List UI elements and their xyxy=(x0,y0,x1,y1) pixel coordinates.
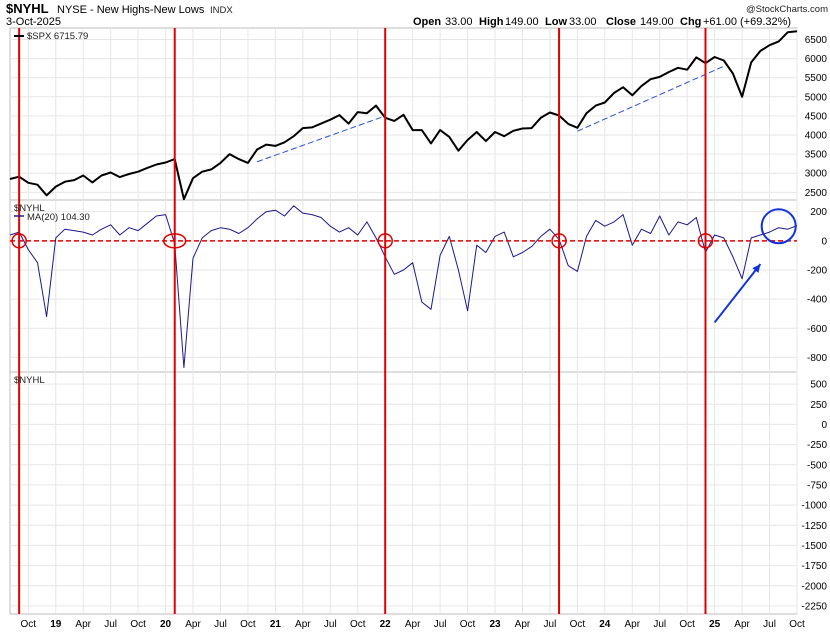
x-tick-label: 24 xyxy=(599,619,611,630)
x-axis: Oct 19 Apr Jul Oct 20 Apr Jul Oct 21 Apr Jul Oct 22 Ap… xyxy=(21,619,805,630)
x-tick-label: Jul xyxy=(434,619,447,630)
x-tick-label: Apr xyxy=(295,619,311,630)
spx-legend: $SPX 6715.79 xyxy=(27,31,88,42)
y-tick-label: -1000 xyxy=(801,501,827,512)
x-tick-label: Oct xyxy=(350,619,366,630)
bottom-legend-symbol: $NYHL xyxy=(14,375,45,386)
open-value: 33.00 xyxy=(445,16,473,28)
y-tick-label: 250 xyxy=(810,400,827,411)
chart-date: 3-Oct-2025 xyxy=(6,16,61,28)
x-tick-label: 20 xyxy=(160,619,172,630)
x-tick-label: Oct xyxy=(21,619,37,630)
chg-label: Chg xyxy=(680,16,701,28)
open-label: Open xyxy=(413,16,441,28)
x-tick-label: 23 xyxy=(489,619,501,630)
x-tick-label: Oct xyxy=(570,619,586,630)
arrow-shaft xyxy=(715,264,761,322)
x-tick-label: Apr xyxy=(515,619,531,630)
ma-legend: MA(20) 104.30 xyxy=(27,212,90,223)
y-tick-label: -1250 xyxy=(801,521,827,532)
y-tick-label: -200 xyxy=(807,265,827,276)
x-tick-label: Jul xyxy=(544,619,557,630)
y-tick-label: 4000 xyxy=(805,131,828,142)
x-tick-label: 22 xyxy=(380,619,392,630)
x-tick-label: Jul xyxy=(104,619,117,630)
x-tick-label: Apr xyxy=(185,619,201,630)
y-tick-label: -750 xyxy=(807,480,827,491)
highlight-circle xyxy=(762,209,796,243)
x-tick-label: Oct xyxy=(789,619,805,630)
nyhl-ma-line xyxy=(10,206,797,368)
x-tick-label: Oct xyxy=(679,619,695,630)
y-axis-ticks: 2500300035004000450050005500600065002000… xyxy=(801,35,827,612)
y-tick-label: 2500 xyxy=(805,188,828,199)
middle-panel-frame xyxy=(10,200,797,372)
y-tick-label: 3000 xyxy=(805,169,828,180)
y-tick-label: 0 xyxy=(821,420,827,431)
x-tick-label: Oct xyxy=(130,619,146,630)
y-tick-label: -400 xyxy=(807,295,827,306)
x-tick-label: 21 xyxy=(270,619,282,630)
chg-value: +61.00 (+69.32%) xyxy=(703,16,791,28)
y-tick-label: 5500 xyxy=(805,73,828,84)
bottom-panel-frame xyxy=(10,372,797,614)
y-tick-label: -500 xyxy=(807,460,827,471)
y-tick-label: -1500 xyxy=(801,541,827,552)
y-tick-label: -250 xyxy=(807,440,827,451)
x-tick-label: Apr xyxy=(734,619,750,630)
x-tick-label: Jul xyxy=(653,619,666,630)
close-label: Close xyxy=(606,16,636,28)
y-tick-label: -2000 xyxy=(801,581,827,592)
y-tick-label: 6000 xyxy=(805,54,828,65)
y-tick-label: -1750 xyxy=(801,561,827,572)
low-label: Low xyxy=(545,16,567,28)
close-value: 149.00 xyxy=(640,16,674,28)
x-tick-label: 19 xyxy=(50,619,62,630)
chart-symbol: $NYHL xyxy=(6,1,49,16)
trend-line xyxy=(577,66,723,131)
y-tick-label: 6500 xyxy=(805,35,828,46)
y-tick-label: 0 xyxy=(821,236,827,247)
x-tick-label: Oct xyxy=(240,619,256,630)
chart-name: NYSE - New Highs-New Lows xyxy=(57,4,205,16)
x-tick-label: Apr xyxy=(624,619,640,630)
y-tick-label: -600 xyxy=(807,324,827,335)
low-value: 33.00 xyxy=(569,16,597,28)
y-tick-label: 200 xyxy=(810,207,827,218)
y-tick-label: -800 xyxy=(807,353,827,364)
y-tick-label: 4500 xyxy=(805,111,828,122)
chart-exchange: INDX xyxy=(210,5,233,16)
x-tick-label: Jul xyxy=(763,619,776,630)
x-tick-label: Jul xyxy=(214,619,227,630)
y-tick-label: 5000 xyxy=(805,92,828,103)
spx-line xyxy=(10,31,797,199)
x-tick-label: Jul xyxy=(324,619,337,630)
y-tick-label: -2250 xyxy=(801,601,827,612)
y-tick-label: 500 xyxy=(810,380,827,391)
y-tick-label: 3500 xyxy=(805,150,828,161)
x-tick-label: Apr xyxy=(75,619,91,630)
x-tick-label: 25 xyxy=(709,619,721,630)
series xyxy=(10,31,797,367)
watermark: @StockCharts.com xyxy=(746,4,828,15)
high-value: 149.00 xyxy=(505,16,539,28)
x-tick-label: Oct xyxy=(460,619,476,630)
x-tick-label: Apr xyxy=(405,619,421,630)
high-label: High xyxy=(479,16,504,28)
